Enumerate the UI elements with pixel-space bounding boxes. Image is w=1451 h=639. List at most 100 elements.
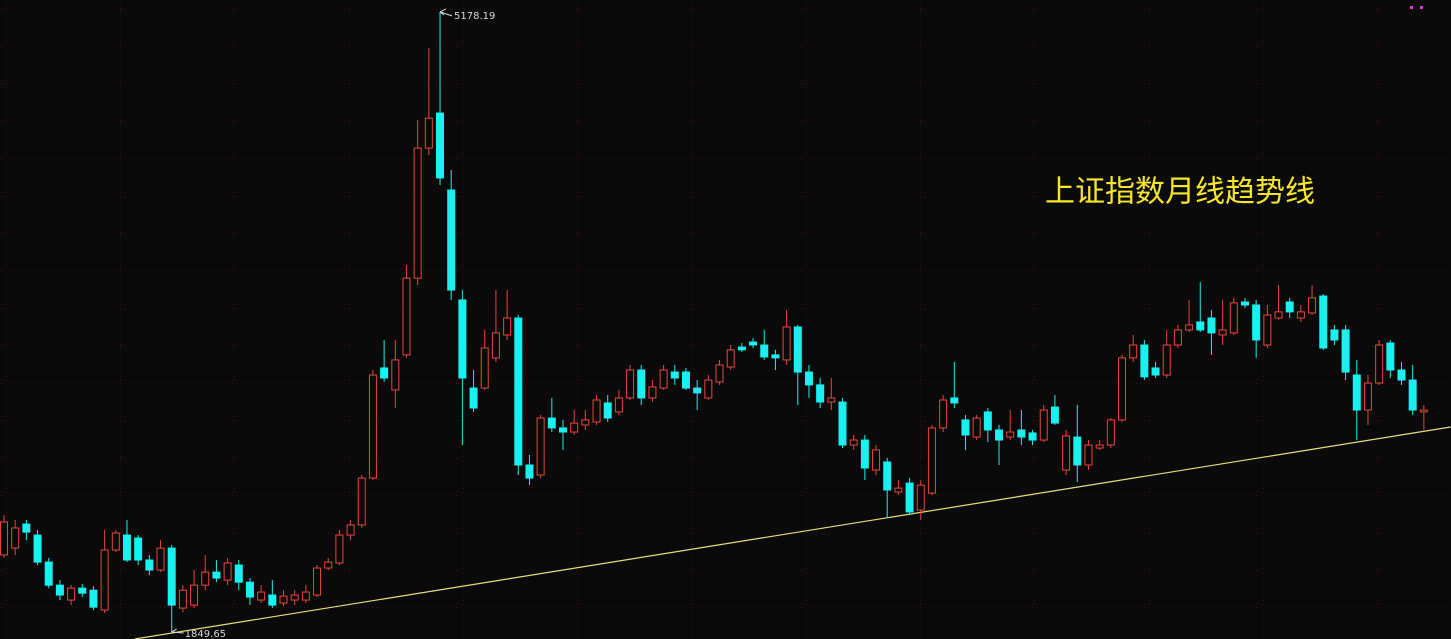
candle-body [156,547,165,571]
candle-body [89,589,98,608]
candle-body [614,397,623,413]
candle [804,364,813,398]
candle-body [1252,304,1261,341]
candle-body [670,371,679,379]
candle [1285,297,1294,319]
candle-body [1006,431,1015,438]
candle [1151,361,1160,378]
candle [11,519,20,555]
candle [357,475,366,528]
candle-body [1062,435,1071,471]
candle [1062,429,1071,476]
candle-body [883,461,892,491]
candle-body [1363,382,1372,411]
candle [469,369,478,412]
candle-body [1341,329,1350,373]
candle-body [939,399,948,429]
candle [681,367,690,390]
candle [44,557,53,589]
candle [1308,285,1317,316]
candle [995,424,1004,465]
candle-body [1207,317,1216,334]
candle-body [268,594,277,606]
candle [402,265,411,358]
candle-body [0,521,8,556]
candle [89,586,98,611]
candle [245,578,254,606]
candle [983,407,992,443]
candle [335,530,344,566]
candle-body [234,564,243,583]
candle-body [637,369,646,399]
candle [525,454,534,486]
candle [704,375,713,400]
candle-body [1073,436,1082,466]
candle [223,557,232,586]
candle [1207,309,1216,355]
candle-body [178,589,187,609]
candle-body [1296,311,1305,319]
candle [134,535,143,566]
candle-body [816,384,825,403]
candle [715,359,724,385]
candle-body [55,584,64,596]
candle [927,424,936,495]
candle [1397,361,1406,385]
candle [268,580,277,609]
candle-body [279,595,288,604]
indicator-dot [1420,6,1423,9]
candle [301,585,310,604]
candle-body [760,344,769,358]
candle-body [469,387,478,409]
candle [883,457,892,519]
candle-body [749,341,758,346]
candle [380,339,389,382]
candle [190,570,199,609]
candle [201,554,210,591]
candle [1419,405,1428,430]
candle [1296,304,1305,322]
candle-body [122,534,131,561]
candle [1185,299,1194,332]
candle-body [402,277,411,356]
candle [838,397,847,449]
candle [491,290,500,362]
candle [290,590,299,606]
candle [603,394,612,422]
candle-body [22,523,31,533]
trend-line [134,426,1451,639]
candle-body [1240,301,1249,306]
candle-body [1285,301,1294,313]
candle [1106,418,1115,449]
candle-body [368,374,377,479]
candle [1274,285,1283,320]
candle [324,557,333,571]
candle [670,364,679,385]
candle [637,364,646,406]
candle-body [681,371,690,389]
candle-body [1352,374,1361,411]
candle-body [167,547,176,606]
candle [1140,339,1149,381]
candle-body [894,487,903,493]
candle-body [1017,429,1026,438]
candle-body [1095,444,1104,449]
candle-body [1129,344,1138,359]
candle-body [715,364,724,383]
candle-body [413,147,422,279]
candle-body [525,464,534,479]
candle [592,394,601,425]
candle-body [1084,444,1093,466]
candle-body [33,534,42,563]
candle-body [201,571,210,586]
candle [368,369,377,481]
candle-body [1118,357,1126,421]
candle-body [1028,432,1037,441]
candle-body [659,369,668,389]
candle [67,585,76,606]
candle-body [581,419,590,426]
candle [1129,334,1138,362]
candle [111,530,120,552]
candle [1363,375,1372,425]
candle [145,554,154,576]
